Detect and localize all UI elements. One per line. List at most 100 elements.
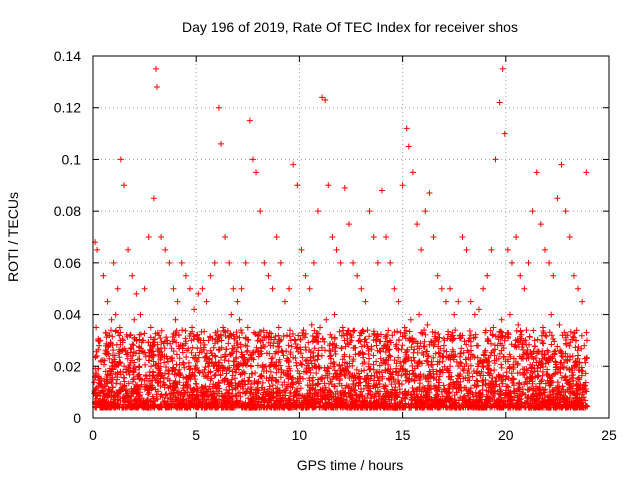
noise-point xyxy=(467,362,474,369)
noise-point xyxy=(336,361,343,368)
noise-point xyxy=(353,366,360,373)
noise-point xyxy=(467,396,474,403)
data-point xyxy=(131,316,138,323)
noise-point xyxy=(266,350,273,357)
noise-point xyxy=(232,392,239,399)
noise-point xyxy=(213,367,220,374)
noise-point xyxy=(568,372,575,379)
noise-point xyxy=(490,389,497,396)
noise-point xyxy=(221,376,228,383)
noise-point xyxy=(240,354,247,361)
noise-point xyxy=(321,347,328,354)
noise-point xyxy=(143,371,150,378)
data-point xyxy=(331,311,338,318)
noise-point xyxy=(183,338,190,345)
noise-point xyxy=(352,397,359,404)
data-point xyxy=(451,311,458,318)
noise-point xyxy=(396,368,403,375)
noise-point xyxy=(517,333,524,340)
noise-point xyxy=(148,363,155,370)
noise-point xyxy=(299,330,306,337)
noise-point xyxy=(181,364,188,371)
noise-point xyxy=(426,393,433,400)
noise-point xyxy=(385,393,392,400)
noise-point xyxy=(406,328,413,335)
noise-point xyxy=(321,401,328,408)
noise-point xyxy=(302,344,309,351)
noise-point xyxy=(347,339,354,346)
noise-point xyxy=(366,333,373,340)
noise-point xyxy=(248,354,255,361)
noise-point xyxy=(387,402,394,409)
noise-point xyxy=(350,377,357,384)
noise-point xyxy=(387,389,394,396)
noise-point xyxy=(116,402,123,409)
noise-point xyxy=(435,349,442,356)
noise-point xyxy=(256,373,263,380)
noise-point xyxy=(297,344,304,351)
data-point xyxy=(139,337,146,344)
noise-point xyxy=(303,357,310,364)
noise-point xyxy=(494,404,501,411)
noise-point xyxy=(201,366,208,373)
noise-point xyxy=(171,337,178,344)
noise-point xyxy=(407,336,414,343)
noise-point xyxy=(184,381,191,388)
noise-point xyxy=(571,330,578,337)
data-point xyxy=(275,324,282,331)
noise-point xyxy=(121,382,128,389)
noise-point xyxy=(121,363,128,370)
noise-point xyxy=(491,357,498,364)
noise-point xyxy=(208,350,215,357)
noise-point xyxy=(129,357,136,364)
noise-point xyxy=(350,356,357,363)
noise-point xyxy=(107,388,114,395)
noise-point xyxy=(572,395,579,402)
noise-point xyxy=(358,329,365,336)
noise-point xyxy=(567,339,574,346)
noise-point xyxy=(264,404,271,411)
noise-point xyxy=(410,349,417,356)
data-point xyxy=(116,324,123,331)
noise-point xyxy=(533,390,540,397)
noise-point xyxy=(572,392,579,399)
data-point xyxy=(156,332,163,339)
noise-point xyxy=(207,399,214,406)
data-point xyxy=(234,298,241,305)
noise-point xyxy=(567,353,574,360)
noise-point xyxy=(318,344,325,351)
noise-point xyxy=(435,331,442,338)
noise-point xyxy=(208,392,215,399)
noise-point xyxy=(124,392,131,399)
noise-point xyxy=(562,373,569,380)
noise-point xyxy=(237,393,244,400)
noise-point xyxy=(192,366,199,373)
noise-point xyxy=(359,392,366,399)
noise-point xyxy=(212,336,219,343)
noise-point xyxy=(286,333,293,340)
noise-point xyxy=(573,391,580,398)
noise-point xyxy=(211,372,218,379)
noise-point xyxy=(205,369,212,376)
noise-point xyxy=(107,367,114,374)
noise-point xyxy=(338,382,345,389)
noise-point xyxy=(355,337,362,344)
noise-point xyxy=(279,403,286,410)
noise-point xyxy=(228,393,235,400)
noise-point xyxy=(213,385,220,392)
noise-point xyxy=(207,347,214,354)
noise-point xyxy=(155,360,162,367)
noise-point xyxy=(280,333,287,340)
noise-point xyxy=(302,358,309,365)
noise-point xyxy=(295,380,302,387)
noise-point xyxy=(338,395,345,402)
noise-point xyxy=(480,351,487,358)
noise-point xyxy=(568,382,575,389)
noise-point xyxy=(168,390,175,397)
noise-point xyxy=(212,359,219,366)
noise-point xyxy=(155,353,162,360)
noise-point xyxy=(244,378,251,385)
data-point xyxy=(162,246,169,253)
noise-point xyxy=(577,404,584,411)
data-point xyxy=(564,332,571,339)
